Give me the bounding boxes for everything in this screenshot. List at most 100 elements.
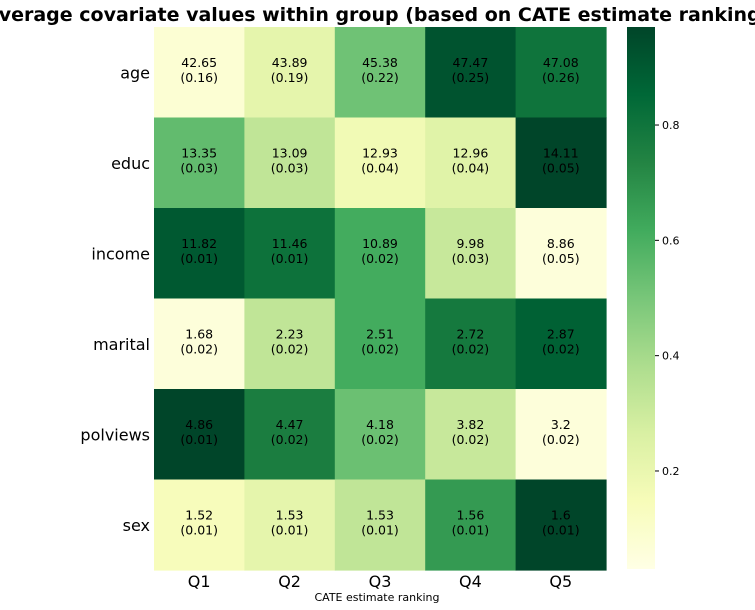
cell-se-label: (0.02) bbox=[271, 342, 309, 357]
cell-se-label: (0.03) bbox=[180, 161, 218, 176]
heatmap-cell bbox=[244, 479, 336, 571]
cell-se-label: (0.03) bbox=[452, 251, 490, 266]
column-labels: Q1 Q2 Q3 Q4 Q5 bbox=[188, 572, 572, 591]
cell-se-label: (0.25) bbox=[452, 70, 490, 85]
heatmap-cell bbox=[334, 479, 426, 571]
cell-se-label: (0.01) bbox=[271, 523, 309, 538]
cell-value-label: 12.93 bbox=[362, 146, 398, 161]
cell-se-label: (0.16) bbox=[180, 70, 218, 85]
cell-value-label: 1.53 bbox=[276, 508, 304, 523]
row-label: marital bbox=[93, 335, 150, 354]
heatmap-cell bbox=[154, 208, 245, 300]
cell-value-label: 2.72 bbox=[456, 327, 484, 342]
heatmap-cell bbox=[515, 479, 607, 571]
heatmap-cell bbox=[425, 27, 517, 119]
heatmap-cell bbox=[515, 208, 607, 300]
heatmap-cell bbox=[154, 389, 245, 481]
cell-se-label: (0.04) bbox=[361, 161, 399, 176]
cell-se-label: (0.26) bbox=[542, 70, 580, 85]
cell-se-label: (0.02) bbox=[361, 251, 399, 266]
cell-se-label: (0.05) bbox=[542, 251, 580, 266]
column-label: Q4 bbox=[459, 572, 482, 591]
cell-value-label: 1.53 bbox=[366, 508, 394, 523]
heatmap-cell bbox=[515, 117, 607, 209]
colorbar bbox=[627, 27, 655, 569]
cell-value-label: 45.38 bbox=[362, 55, 398, 70]
cell-value-label: 47.47 bbox=[453, 55, 489, 70]
heatmap-cells: 42.65(0.16)43.89(0.19)45.38(0.22)47.47(0… bbox=[154, 27, 607, 571]
colorbar-tick-label: 0.6 bbox=[662, 234, 680, 247]
row-label: polviews bbox=[80, 425, 150, 444]
heatmap-cell bbox=[334, 298, 426, 390]
cell-value-label: 1.68 bbox=[185, 327, 213, 342]
cell-se-label: (0.02) bbox=[452, 342, 490, 357]
colorbar-tick-label: 0.2 bbox=[662, 465, 680, 478]
heatmap-cell bbox=[515, 27, 607, 119]
cell-se-label: (0.02) bbox=[180, 342, 218, 357]
heatmap-cell bbox=[154, 27, 245, 119]
chart-title: Average covariate values within group (b… bbox=[0, 4, 755, 26]
heatmap-cell bbox=[244, 389, 336, 481]
cell-se-label: (0.01) bbox=[180, 251, 218, 266]
cell-value-label: 3.82 bbox=[456, 417, 484, 432]
column-label: Q3 bbox=[369, 572, 392, 591]
row-label: educ bbox=[111, 154, 150, 173]
row-label: income bbox=[91, 244, 150, 263]
cell-value-label: 11.46 bbox=[272, 236, 308, 251]
cell-value-label: 1.52 bbox=[185, 508, 213, 523]
row-labels: age educ income marital polviews sex bbox=[80, 63, 150, 535]
heatmap-cell bbox=[515, 298, 607, 390]
cell-se-label: (0.01) bbox=[452, 523, 490, 538]
heatmap-cell bbox=[334, 389, 426, 481]
cell-value-label: 10.89 bbox=[362, 236, 398, 251]
cell-se-label: (0.01) bbox=[180, 432, 218, 447]
cell-se-label: (0.01) bbox=[271, 251, 309, 266]
heatmap-cell bbox=[244, 298, 336, 390]
cell-value-label: 9.98 bbox=[456, 236, 484, 251]
cell-se-label: (0.02) bbox=[271, 432, 309, 447]
cell-value-label: 13.09 bbox=[272, 146, 308, 161]
heatmap-cell bbox=[244, 27, 336, 119]
heatmap-cell bbox=[425, 389, 517, 481]
cell-value-label: 3.2 bbox=[551, 417, 571, 432]
cell-value-label: 8.86 bbox=[547, 236, 575, 251]
cell-se-label: (0.19) bbox=[271, 70, 309, 85]
cell-se-label: (0.22) bbox=[361, 70, 399, 85]
cell-se-label: (0.01) bbox=[180, 523, 218, 538]
cell-value-label: 12.96 bbox=[453, 146, 489, 161]
heatmap-cell bbox=[154, 479, 245, 571]
heatmap-cell bbox=[334, 117, 426, 209]
x-axis-label: CATE estimate ranking bbox=[314, 591, 439, 604]
cell-value-label: 2.87 bbox=[547, 327, 575, 342]
cell-value-label: 4.47 bbox=[276, 417, 304, 432]
heatmap-cell bbox=[154, 117, 245, 209]
heatmap-cell bbox=[154, 298, 245, 390]
cell-se-label: (0.05) bbox=[542, 161, 580, 176]
colorbar-tick-label: 0.8 bbox=[662, 119, 680, 132]
column-label: Q1 bbox=[188, 572, 211, 591]
heatmap-cell bbox=[425, 479, 517, 571]
cell-se-label: (0.02) bbox=[452, 432, 490, 447]
colorbar-ticks: 0.2 0.4 0.6 0.8 bbox=[655, 119, 680, 478]
cell-value-label: 42.65 bbox=[181, 55, 217, 70]
cell-value-label: 1.56 bbox=[456, 508, 484, 523]
cell-se-label: (0.01) bbox=[361, 523, 399, 538]
cell-value-label: 4.86 bbox=[185, 417, 213, 432]
row-label: sex bbox=[123, 516, 150, 535]
cell-se-label: (0.02) bbox=[361, 342, 399, 357]
heatmap-cell bbox=[244, 117, 336, 209]
row-label: age bbox=[120, 63, 150, 82]
cell-se-label: (0.04) bbox=[452, 161, 490, 176]
cell-se-label: (0.01) bbox=[542, 523, 580, 538]
heatmap-cell bbox=[515, 389, 607, 481]
heatmap-cell bbox=[334, 27, 426, 119]
cell-se-label: (0.02) bbox=[361, 432, 399, 447]
cell-value-label: 2.51 bbox=[366, 327, 394, 342]
cell-value-label: 14.11 bbox=[543, 146, 579, 161]
cell-se-label: (0.02) bbox=[542, 432, 580, 447]
cell-value-label: 11.82 bbox=[181, 236, 217, 251]
heatmap-cell bbox=[425, 208, 517, 300]
cell-value-label: 47.08 bbox=[543, 55, 579, 70]
cell-se-label: (0.02) bbox=[542, 342, 580, 357]
